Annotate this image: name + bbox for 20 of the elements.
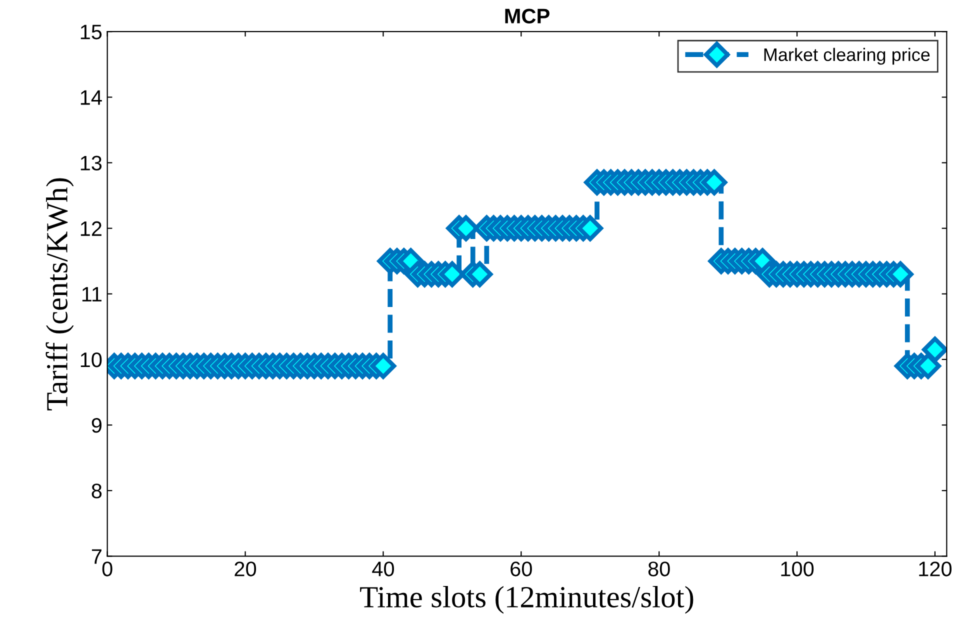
y-tick-label: 14 [80, 90, 102, 105]
y-tick-label: 7 [92, 549, 102, 564]
y-tick-label: 15 [80, 24, 102, 40]
x-tick-label: 80 [648, 562, 670, 576]
y-tick-label: 8 [92, 484, 102, 498]
x-tick-label: 60 [510, 562, 532, 576]
x-tick-label: 0 [102, 562, 112, 576]
legend-label: Market clearing price [764, 48, 930, 65]
x-tick-label: 100 [781, 562, 814, 576]
y-tick-label: 12 [80, 221, 102, 236]
x-axis-title: Time slots (12minutes/slot) [360, 586, 694, 614]
y-tick-label: 9 [92, 418, 102, 433]
y-tick-label: 11 [82, 287, 102, 302]
x-tick-label: 40 [372, 562, 394, 576]
y-tick-label: 10 [80, 352, 102, 368]
chart-title: MCP [505, 8, 550, 24]
x-tick-label: 120 [919, 562, 952, 576]
y-tick-label: 13 [80, 156, 102, 170]
x-tick-label: 20 [234, 562, 256, 576]
y-axis-title: Tariff (cents/KWh) [46, 178, 74, 410]
